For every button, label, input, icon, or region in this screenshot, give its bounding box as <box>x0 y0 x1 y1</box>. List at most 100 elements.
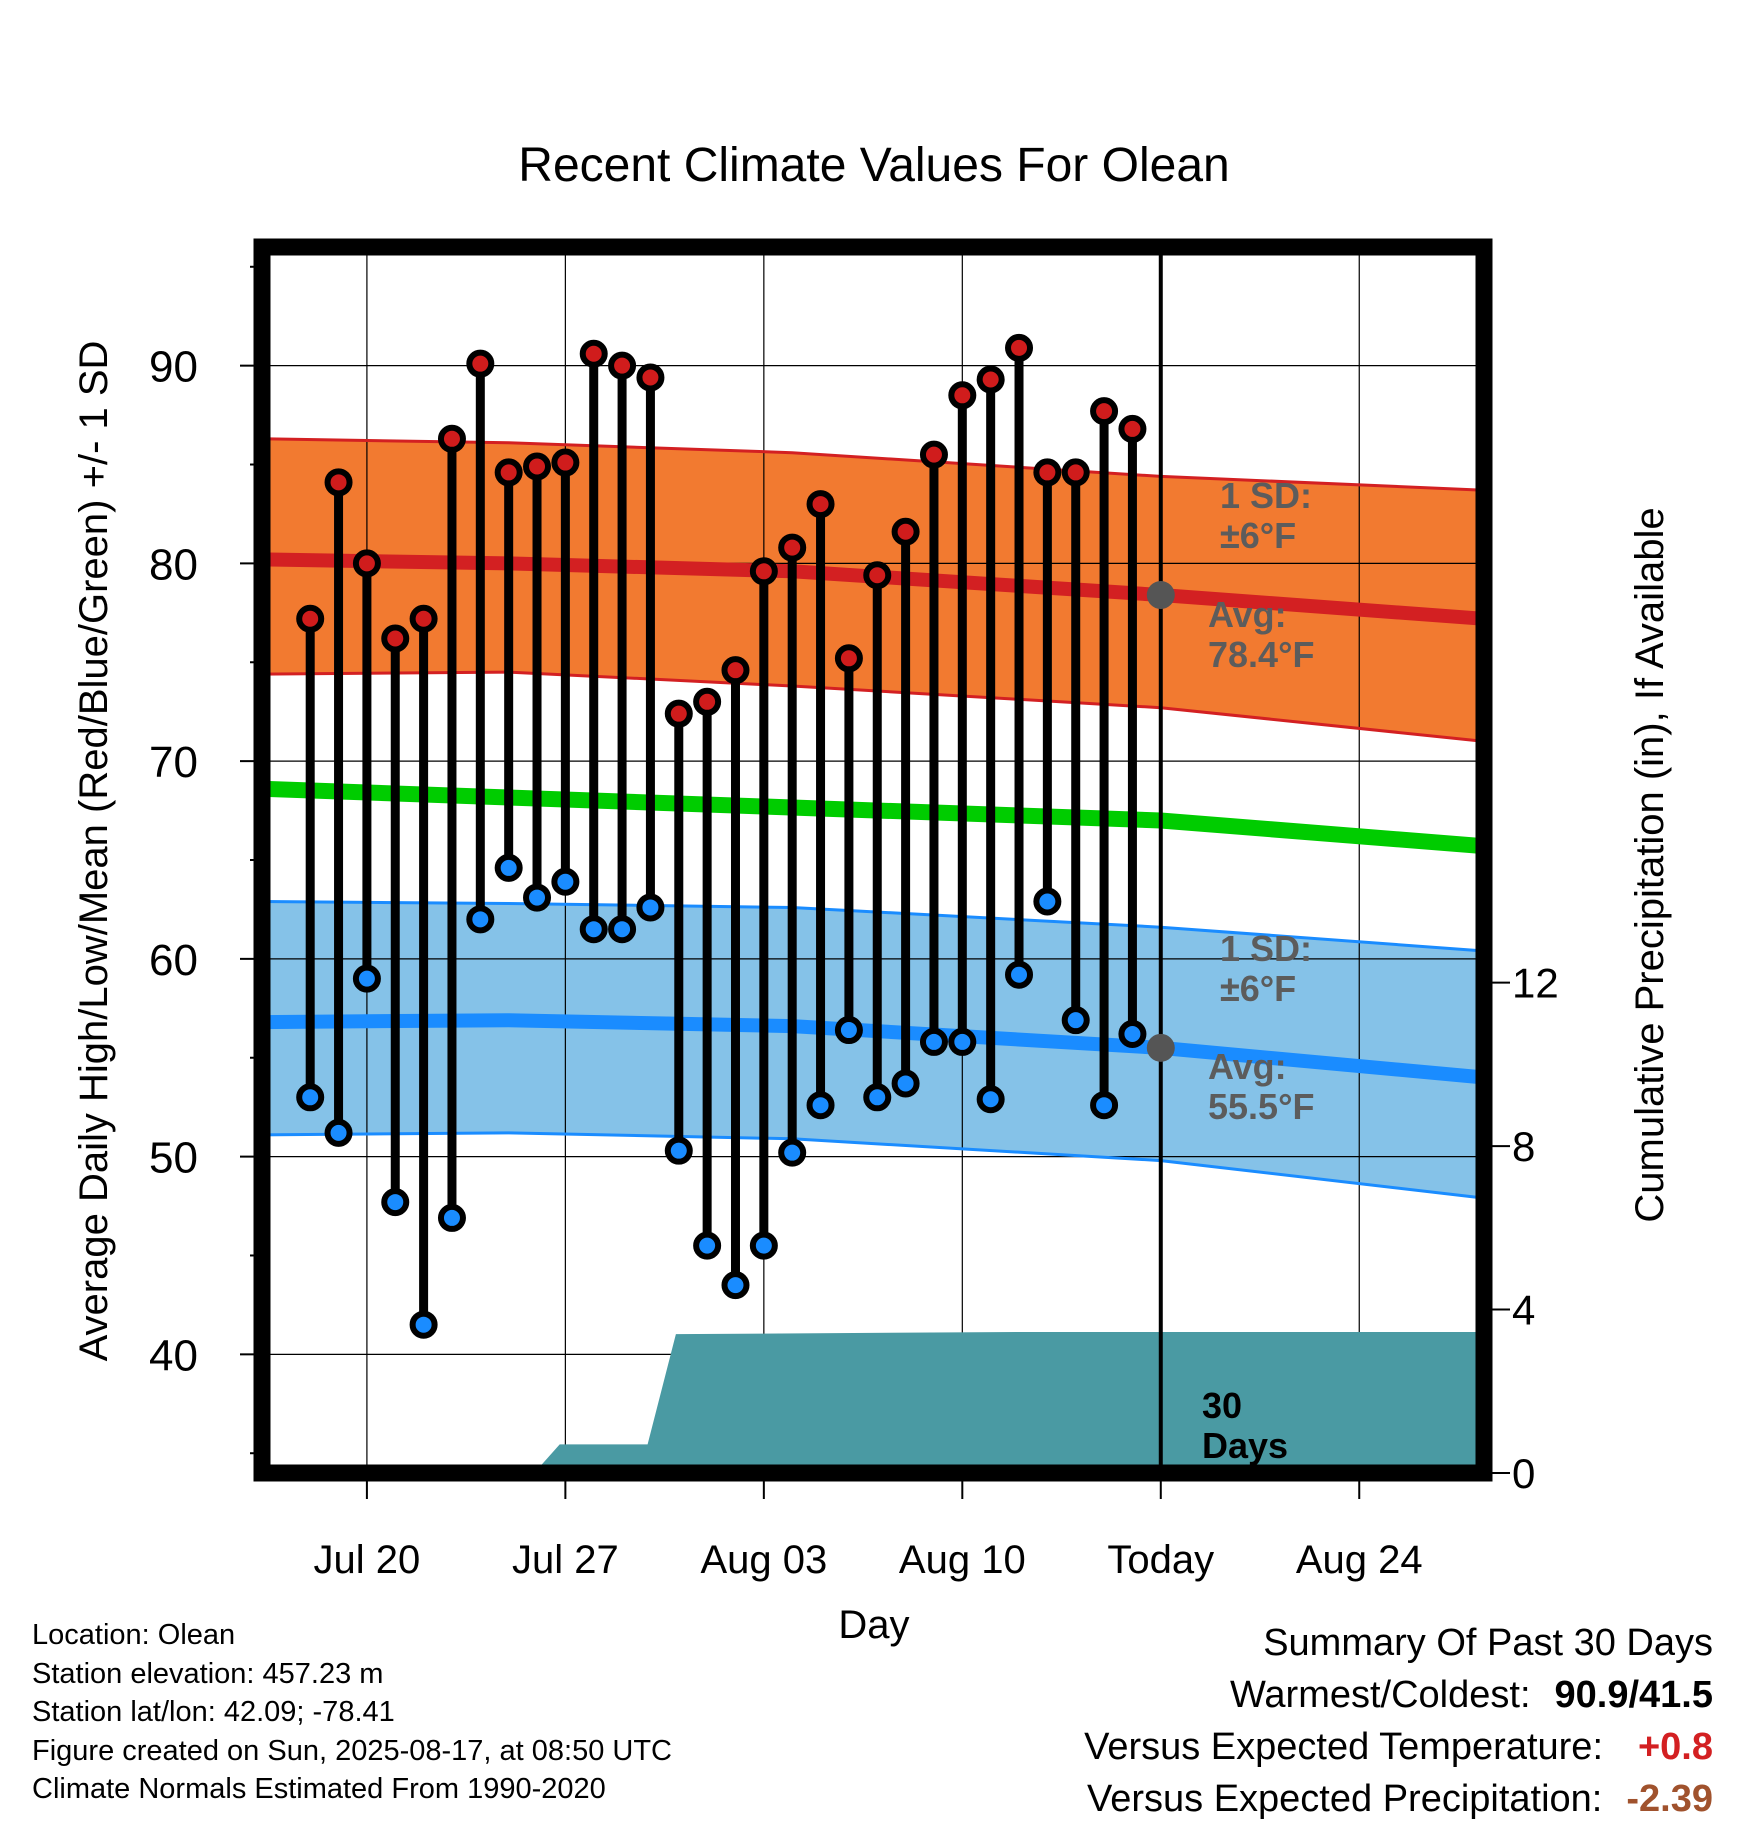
high-point <box>749 557 778 586</box>
low-point <box>352 964 381 993</box>
warmest-coldest-value: 90.9/41.5 <box>1554 1674 1713 1716</box>
high-point <box>1061 458 1090 487</box>
plot-area: 1 SD: ±6°F Avg: 78.4°F 1 SD: ±6°F Avg: 55.5°F 30… <box>149 238 1559 1582</box>
warmest-coldest-label: Warmest/Coldest: <box>1229 1674 1531 1716</box>
high-point <box>778 533 807 562</box>
low-point <box>381 1188 410 1217</box>
high-band-upper-edge <box>261 437 1485 492</box>
low-point <box>1118 1020 1147 1049</box>
low-point <box>891 1069 920 1098</box>
y-tick-label: 80 <box>149 540 198 589</box>
y2-tick-label: 8 <box>1512 1123 1535 1170</box>
location-text: Location: Olean <box>32 1619 236 1651</box>
low-point <box>863 1083 892 1112</box>
y-axis-label: Average Daily High/Low/Mean (Red/Blue/Gr… <box>72 341 116 1362</box>
low-sd-annotation: 1 SD: ±6°F <box>1220 928 1312 1009</box>
low-point <box>579 915 608 944</box>
high-point <box>523 452 552 481</box>
low-point <box>636 893 665 922</box>
elevation-text: Station elevation: 457.23 m <box>32 1657 384 1690</box>
high-point <box>834 644 863 673</box>
low-point <box>976 1085 1005 1114</box>
x-axis-label: Day <box>838 1603 909 1647</box>
high-point <box>324 468 353 497</box>
y-tick-label: 40 <box>149 1331 198 1380</box>
x-tick-label: Aug 10 <box>899 1538 1026 1582</box>
high-point <box>806 490 835 519</box>
high-point <box>1033 458 1062 487</box>
x-tick-label: Aug 03 <box>700 1538 827 1582</box>
low-point <box>551 867 580 896</box>
high-point <box>1090 397 1119 426</box>
low-point <box>834 1016 863 1045</box>
high-sd-annotation: 1 SD: ±6°F <box>1220 475 1312 556</box>
low-point <box>778 1138 807 1167</box>
high-point <box>721 656 750 685</box>
high-point <box>919 440 948 469</box>
high-point <box>608 351 637 380</box>
y-tick-label: 70 <box>149 738 198 787</box>
high-avg-annotation: Avg: 78.4°F <box>1208 594 1314 675</box>
high-point <box>636 363 665 392</box>
low-point <box>1090 1091 1119 1120</box>
high-point <box>296 604 325 633</box>
high-point <box>948 381 977 410</box>
chart-title: Recent Climate Values For Olean <box>518 139 1229 192</box>
high-point <box>466 349 495 378</box>
precip-anomaly-value: -2.39 <box>1626 1778 1713 1820</box>
low-point <box>1061 1006 1090 1035</box>
low-point <box>437 1203 466 1232</box>
created-text: Figure created on Sun, 2025-08-17, at 08… <box>32 1734 672 1767</box>
precip-anomaly-label: Versus Expected Precipitation: <box>1086 1778 1603 1820</box>
y2-axis-label: Cumulative Precipitation (in), If Availa… <box>1628 507 1672 1222</box>
temp-anomaly-row: Versus Expected Temperature: +0.8 <box>1084 1721 1713 1773</box>
low-point <box>806 1091 835 1120</box>
low-point <box>409 1310 438 1339</box>
y-tick-label: 50 <box>149 1134 198 1183</box>
low-point <box>523 883 552 912</box>
x-tick-label: Today <box>1107 1538 1214 1582</box>
low-point <box>664 1136 693 1165</box>
low-point <box>1005 960 1034 989</box>
low-point <box>721 1271 750 1300</box>
high-point <box>664 699 693 728</box>
x-tick-label: Jul 27 <box>512 1538 619 1582</box>
high-point <box>409 604 438 633</box>
low-point <box>324 1118 353 1147</box>
precip-period-annotation: 30 Days <box>1202 1385 1288 1466</box>
low-point <box>296 1083 325 1112</box>
high-point <box>1005 333 1034 362</box>
high-point <box>863 561 892 590</box>
high-point <box>381 624 410 653</box>
temp-anomaly-value: +0.8 <box>1637 1726 1713 1768</box>
low-point <box>608 915 637 944</box>
precip-anomaly-row: Versus Expected Precipitation: -2.39 <box>1084 1773 1713 1825</box>
high-point <box>352 549 381 578</box>
x-tick-label: Aug 24 <box>1296 1538 1423 1582</box>
precip-area <box>262 1332 1484 1473</box>
x-tick-label: Jul 20 <box>314 1538 421 1582</box>
today-low-avg-marker <box>1146 1033 1175 1062</box>
high-point <box>1118 414 1147 443</box>
y2-tick-label: 4 <box>1512 1287 1535 1334</box>
y2-tick-label: 12 <box>1512 960 1559 1007</box>
high-point <box>551 448 580 477</box>
high-point <box>693 687 722 716</box>
low-point <box>693 1231 722 1260</box>
latlon-text: Station lat/lon: 42.09; -78.41 <box>32 1696 395 1728</box>
y2-tick-label: 0 <box>1512 1450 1535 1497</box>
today-high-avg-marker <box>1146 581 1175 610</box>
low-point <box>948 1027 977 1056</box>
station-info: Location: Olean Station elevation: 457.2… <box>32 1616 672 1809</box>
low-point <box>919 1027 948 1056</box>
temp-anomaly-label: Versus Expected Temperature: <box>1084 1726 1603 1768</box>
low-point <box>494 853 523 882</box>
normals-text: Climate Normals Estimated From 1990-2020 <box>32 1773 606 1805</box>
y-tick-label: 60 <box>149 936 198 985</box>
plot-frame <box>253 238 1493 1482</box>
high-point <box>891 517 920 546</box>
summary-panel: Summary Of Past 30 Days Warmest/Coldest:… <box>1084 1617 1713 1825</box>
warmest-coldest-row: Warmest/Coldest: 90.9/41.5 <box>1084 1669 1713 1721</box>
high-point <box>976 365 1005 394</box>
